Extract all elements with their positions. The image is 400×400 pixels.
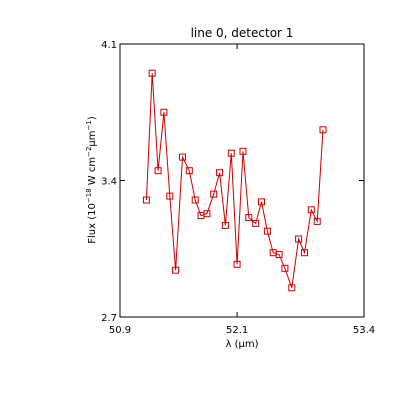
data-point-marker bbox=[142, 196, 150, 204]
data-point-marker bbox=[288, 284, 296, 292]
data-point-marker bbox=[233, 260, 241, 268]
data-point-marker bbox=[210, 190, 218, 198]
x-tick-label: 52.1 bbox=[226, 325, 248, 336]
x-tick-label: 50.9 bbox=[109, 325, 131, 336]
data-point-marker bbox=[154, 167, 162, 175]
y-axis-label-exp2: −2 bbox=[85, 147, 93, 157]
y-axis-label-exp1: −18 bbox=[85, 188, 93, 203]
x-axis-label: λ (μm) bbox=[225, 339, 258, 350]
data-point-marker bbox=[252, 219, 260, 227]
data-series bbox=[142, 69, 327, 292]
chart-title: line 0, detector 1 bbox=[191, 26, 294, 40]
y-axis-label-prefix: Flux (10 bbox=[87, 203, 98, 244]
y-tick-label: 2.7 bbox=[101, 313, 117, 324]
y-tick-label: 4.1 bbox=[101, 40, 117, 51]
data-point-marker bbox=[258, 198, 265, 206]
y-axis-label-mid: W cm bbox=[87, 157, 98, 188]
series-line bbox=[145, 73, 324, 288]
data-point-marker bbox=[295, 235, 303, 243]
data-point-marker bbox=[191, 196, 199, 204]
y-tick-label: 3.4 bbox=[101, 177, 117, 188]
y-axis-label-mu: μm bbox=[87, 130, 98, 146]
data-point-marker bbox=[179, 153, 186, 161]
data-point-marker bbox=[216, 169, 224, 177]
data-point-marker bbox=[307, 206, 315, 214]
axis-ticks bbox=[119, 43, 365, 318]
data-point-marker bbox=[313, 217, 321, 225]
x-tick-label: 53.4 bbox=[353, 325, 375, 336]
plot-frame bbox=[119, 43, 365, 318]
data-point-marker bbox=[221, 221, 229, 229]
y-axis-label: Flux (10−18 W cm−2μm−1) bbox=[85, 116, 98, 244]
data-point-marker bbox=[281, 264, 289, 272]
data-point-marker bbox=[172, 266, 180, 274]
data-point-marker bbox=[185, 167, 193, 175]
y-axis-label-suffix: ) bbox=[87, 116, 98, 120]
data-point-marker bbox=[160, 108, 168, 116]
data-point-marker bbox=[227, 149, 235, 157]
axis-tick-labels: 50.9 52.1 53.4 2.7 3.4 4.1 bbox=[101, 40, 375, 336]
data-point-marker bbox=[301, 249, 308, 257]
data-point-marker bbox=[203, 210, 211, 218]
data-point-marker bbox=[275, 251, 283, 259]
y-axis-label-exp3: −1 bbox=[85, 120, 93, 130]
data-point-marker bbox=[263, 227, 271, 235]
data-point-marker bbox=[319, 126, 327, 134]
data-point-marker bbox=[166, 192, 174, 200]
data-point-marker bbox=[148, 69, 156, 77]
data-point-marker bbox=[239, 147, 247, 155]
data-point-marker bbox=[245, 214, 253, 222]
